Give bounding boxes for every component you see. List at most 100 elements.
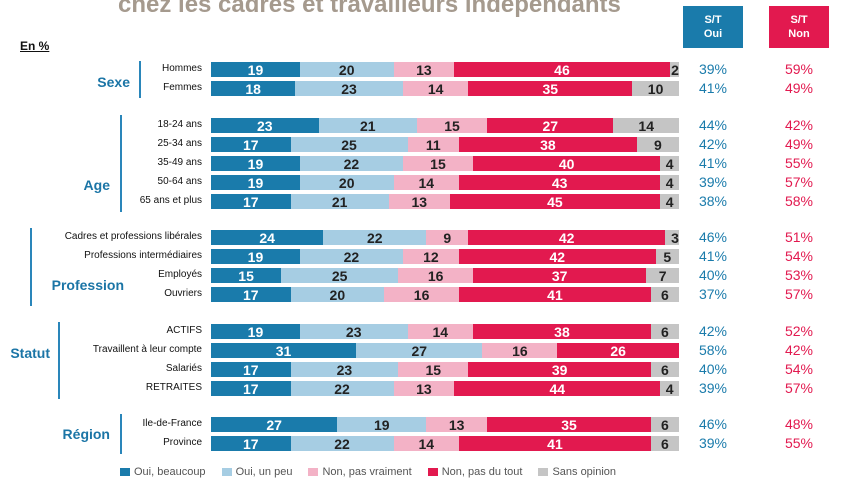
bar-segment: 6 xyxy=(650,436,679,452)
bar-segment: 4 xyxy=(660,381,679,397)
bar-segment: 31 xyxy=(211,343,357,359)
bar-segment: 22 xyxy=(323,230,427,246)
group-bracket xyxy=(120,414,122,454)
bar-segment: 17 xyxy=(211,381,291,397)
bar-segment: 39 xyxy=(468,362,651,378)
bar-segment: 14 xyxy=(613,118,679,134)
bar-segment: 15 xyxy=(211,268,282,284)
unit-label: En % xyxy=(20,39,50,53)
bar-segment: 35 xyxy=(468,81,633,97)
row-label: Travaillent à leur compte xyxy=(92,344,202,355)
bar-segment: 4 xyxy=(660,175,679,191)
bar-segment: 23 xyxy=(211,118,319,134)
bar-segment: 17 xyxy=(211,287,291,303)
bar-segment: 15 xyxy=(402,156,474,172)
bar-segment: 6 xyxy=(650,362,679,378)
bar-segment: 38 xyxy=(459,137,637,153)
st-non-value: 54% xyxy=(784,248,814,264)
legend-label: Non, pas du tout xyxy=(441,466,523,478)
bar-row: 31 27 16 26 xyxy=(211,343,679,359)
bar-segment: 22 xyxy=(299,249,403,265)
st-non-value: 49% xyxy=(784,136,814,152)
bar-segment: 10 xyxy=(632,81,679,97)
bar-row: 19 20 13 46 2 xyxy=(211,62,679,78)
bar-segment: 19 xyxy=(211,156,300,172)
row-label: Femmes xyxy=(163,82,202,93)
st-non-value: 59% xyxy=(784,61,814,77)
bar-segment: 15 xyxy=(398,362,469,378)
chart-title: chez les cadres et travailleurs indépend… xyxy=(118,0,621,18)
group-label: Sexe xyxy=(97,74,130,90)
row-label: 35-49 ans xyxy=(157,157,202,168)
st-oui-value: 39% xyxy=(698,435,728,451)
st-non-value: 55% xyxy=(784,435,814,451)
bar-segment: 20 xyxy=(299,175,394,191)
bar-segment: 4 xyxy=(660,194,679,210)
st-non-value: 52% xyxy=(784,323,814,339)
bar-segment: 6 xyxy=(650,287,679,303)
bar-segment: 23 xyxy=(295,81,403,97)
bar-row: 17 22 14 41 6 xyxy=(211,436,679,452)
legend-label: Non, pas vraiment xyxy=(322,466,412,478)
bar-segment: 22 xyxy=(299,156,403,172)
bar-row: 19 22 12 42 5 xyxy=(211,249,679,265)
bar-segment: 14 xyxy=(407,324,474,340)
st-non-value: 48% xyxy=(784,416,814,432)
row-label: 50-64 ans xyxy=(157,176,202,187)
row-label: ACTIFS xyxy=(166,325,202,336)
bar-segment: 15 xyxy=(416,118,488,134)
bar-segment: 19 xyxy=(211,249,300,265)
row-label: 18-24 ans xyxy=(157,119,202,130)
st-non-value: 54% xyxy=(784,361,814,377)
bar-segment: 9 xyxy=(426,230,469,246)
bar-segment: 19 xyxy=(211,324,300,340)
bar-segment: 17 xyxy=(211,194,291,210)
bar-segment: 11 xyxy=(407,137,460,153)
st-oui-value: 41% xyxy=(698,155,728,171)
legend-label: Oui, un peu xyxy=(235,466,293,478)
group-bracket xyxy=(30,228,32,306)
group-label: Région xyxy=(62,426,110,442)
st-oui-value: 46% xyxy=(698,416,728,432)
st-oui-value: 41% xyxy=(698,248,728,264)
row-label: Hommes xyxy=(161,63,202,74)
bar-segment: 27 xyxy=(356,343,483,359)
bar-segment: 21 xyxy=(290,194,389,210)
bar-segment: 26 xyxy=(557,343,679,359)
bar-segment: 13 xyxy=(393,62,455,78)
bar-segment: 37 xyxy=(473,268,647,284)
st-non-value: 53% xyxy=(784,267,814,283)
bar-row: 19 20 14 43 4 xyxy=(211,175,679,191)
st-non-value: 42% xyxy=(784,117,814,133)
bar-segment: 13 xyxy=(393,381,455,397)
st-oui-value: 46% xyxy=(698,229,728,245)
group-bracket xyxy=(58,322,60,399)
row-label: Salariés xyxy=(165,363,202,374)
bar-segment: 6 xyxy=(650,324,679,340)
legend-swatch xyxy=(120,468,130,476)
st-oui-header-line2: Oui xyxy=(703,28,723,40)
bar-segment: 21 xyxy=(318,118,417,134)
bar-segment: 35 xyxy=(487,417,651,433)
legend-item: Sans opinion xyxy=(538,466,616,478)
st-non-header-line2: Non xyxy=(788,28,810,40)
st-oui-value: 40% xyxy=(698,361,728,377)
bar-segment: 24 xyxy=(211,230,324,246)
bar-row: 19 22 15 40 4 xyxy=(211,156,679,172)
bar-segment: 4 xyxy=(660,156,679,172)
group-bracket xyxy=(120,115,122,212)
row-label: 65 ans et plus xyxy=(139,195,202,206)
st-non-header-line1: S/T xyxy=(790,14,808,26)
row-label: Ouvriers xyxy=(164,288,202,299)
legend-swatch xyxy=(308,468,319,476)
row-label: Province xyxy=(163,437,202,448)
bar-segment: 46 xyxy=(454,62,670,78)
group-label: Age xyxy=(83,177,110,193)
bar-segment: 43 xyxy=(459,175,661,191)
st-non-header: S/T Non xyxy=(769,6,829,48)
bar-segment: 42 xyxy=(459,249,656,265)
st-oui-value: 42% xyxy=(698,136,728,152)
bar-segment: 27 xyxy=(211,417,338,433)
legend-swatch xyxy=(538,468,549,476)
legend-item: Non, pas vraiment xyxy=(308,466,412,478)
